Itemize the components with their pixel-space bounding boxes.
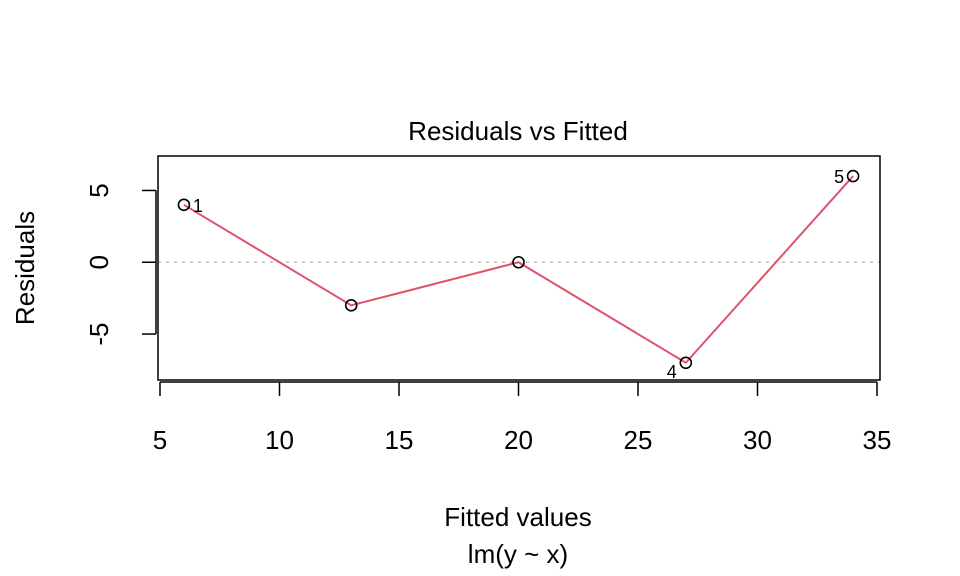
x-axis-label: Fitted values (444, 502, 591, 532)
points-layer: 1 4 5 (177, 167, 860, 382)
y-tick-label: 5 (84, 183, 114, 197)
point-label: 5 (834, 167, 844, 187)
data-point (344, 299, 358, 312)
data-point (679, 356, 693, 370)
y-tick-label: -5 (84, 322, 114, 345)
data-point (177, 198, 191, 212)
data-point (846, 169, 860, 183)
x-tick-label: 15 (385, 425, 414, 455)
y-tick-label: 0 (84, 255, 114, 269)
x-tick-label: 5 (153, 425, 167, 455)
data-point (512, 255, 525, 269)
x-tick-label: 25 (624, 425, 653, 455)
y-axis: -5 0 5 (84, 183, 157, 346)
point-label: 1 (193, 196, 203, 216)
x-tick-label: 10 (265, 425, 294, 455)
x-tick-label: 35 (863, 425, 892, 455)
x-tick-label: 20 (504, 425, 533, 455)
smoother-line (183, 175, 854, 365)
model-subtitle: lm(y ~ x) (468, 539, 568, 569)
plot-box (157, 155, 881, 381)
chart-title: Residuals vs Fitted (408, 116, 628, 146)
x-axis: 5 10 15 20 25 30 35 (153, 381, 892, 455)
y-axis-label: Residuals (10, 211, 40, 325)
point-label: 4 (667, 362, 677, 382)
x-tick-label: 30 (743, 425, 772, 455)
